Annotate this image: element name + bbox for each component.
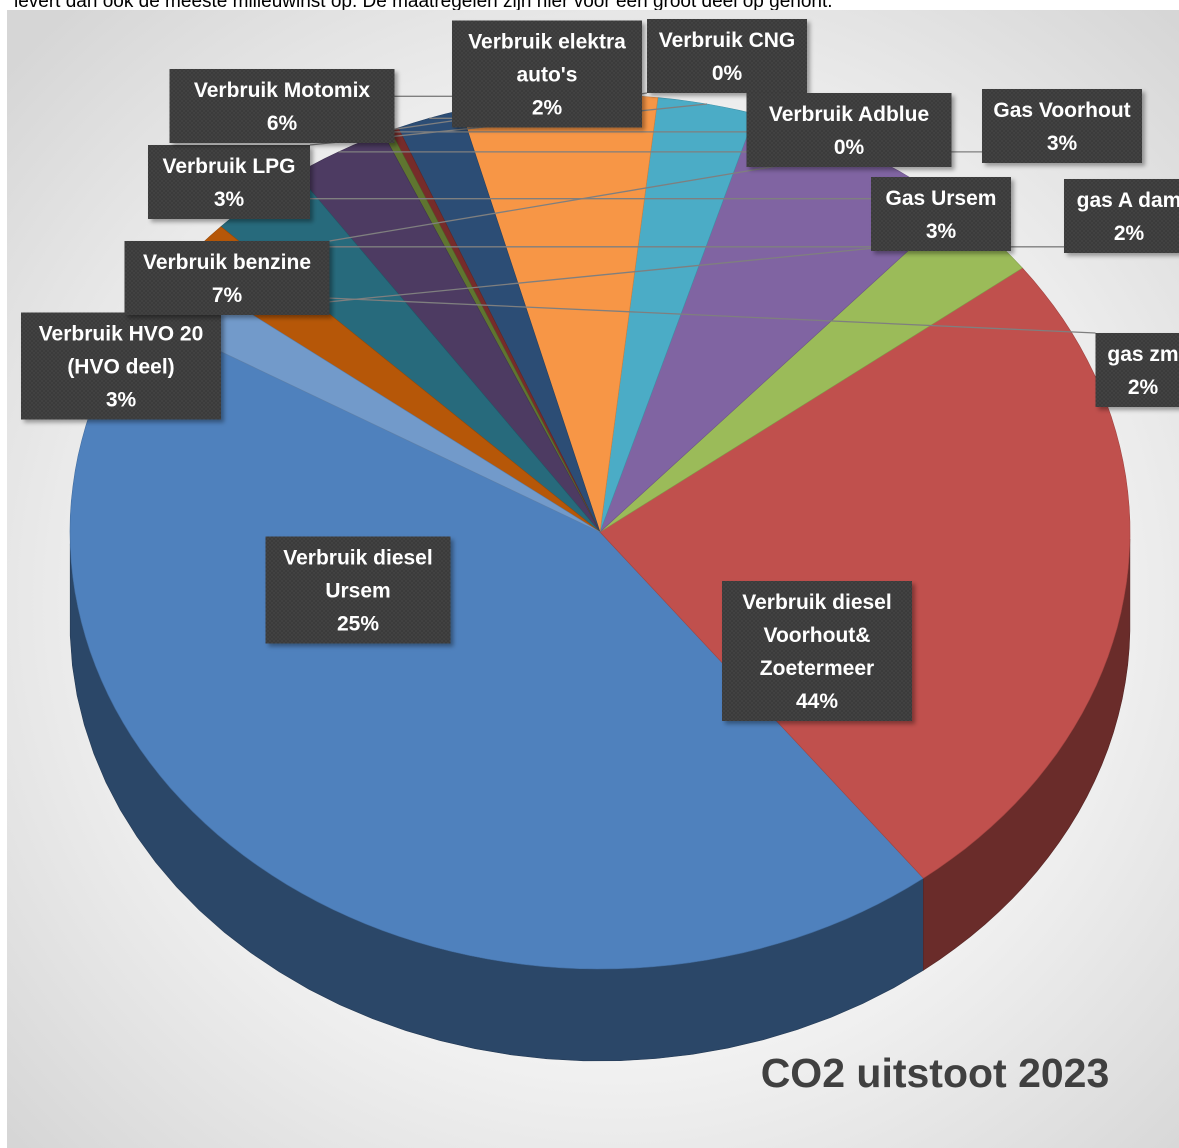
data-label-3: Verbruik benzine 7% — [124, 241, 330, 315]
data-label-box-1 — [265, 536, 451, 644]
data-label-2: Verbruik HVO 20 (HVO deel) 3% — [21, 312, 221, 420]
pie-chart: Verbruik dieselVoorhout&Zoetermeer44%Ver… — [7, 10, 1179, 1148]
data-label-text-12: gas zm — [1107, 343, 1178, 366]
data-label-percent-1: 25% — [337, 613, 379, 636]
data-label-box-10 — [871, 177, 1011, 251]
data-label-box-11 — [1064, 179, 1179, 253]
data-label-percent-10: 3% — [926, 220, 957, 243]
leader-line-2 — [220, 235, 991, 314]
data-label-1: Verbruik diesel Ursem 25% — [265, 536, 451, 644]
data-label-box-9 — [982, 89, 1142, 163]
data-label-9: Gas Voorhout 3% — [982, 89, 1142, 163]
data-label-12: gas zm 2% — [1095, 333, 1179, 407]
data-label-box-8 — [746, 93, 952, 167]
data-label-percent-5: 6% — [267, 112, 298, 135]
data-label-text-2: Verbruik HVO 20 — [39, 323, 204, 346]
data-label-text-11: gas A dam — [1077, 189, 1179, 212]
data-label-7: Verbruik CNG 0% — [647, 19, 807, 93]
data-label-text-7: Verbruik CNG — [659, 29, 796, 52]
data-label-box-7 — [647, 19, 807, 93]
data-label-text-1: Verbruik diesel — [283, 547, 432, 570]
slice-1 — [599, 267, 1131, 879]
data-label-box-2 — [21, 312, 221, 420]
data-label-box-3 — [124, 241, 330, 315]
page-top-text: levert dan ook de meeste milieuwinst op.… — [14, 0, 833, 12]
data-label-percent-3: 7% — [212, 284, 243, 307]
data-label-box-5 — [169, 69, 395, 143]
data-label-text-5: Verbruik Motomix — [194, 79, 371, 102]
data-label-percent-0: 44% — [796, 690, 838, 713]
data-label-text-4: Verbruik LPG — [162, 155, 295, 178]
data-label-percent-12: 2% — [1128, 376, 1159, 399]
data-label-text-3: Verbruik benzine — [143, 251, 311, 274]
data-label-6: Verbruik elektra auto's 2% — [452, 20, 642, 128]
data-label-box-6 — [452, 20, 642, 128]
data-label-8: Verbruik Adblue 0% — [746, 93, 952, 167]
data-label-4: Verbruik LPG 3% — [148, 145, 310, 219]
data-label-text-0: Verbruik diesel — [742, 591, 891, 614]
data-label-text-10: Gas Ursem — [886, 187, 997, 210]
slice-0 — [69, 313, 924, 970]
data-label-box-4 — [148, 145, 310, 219]
data-label-text-0: Zoetermeer — [760, 657, 874, 680]
data-label-percent-11: 2% — [1114, 222, 1145, 245]
chart-title: CO2 uitstoot 2023 — [761, 1050, 1110, 1096]
data-label-text-6: Verbruik elektra — [468, 31, 626, 54]
data-label-percent-2: 3% — [106, 389, 137, 412]
data-label-11: gas A dam 2% — [1064, 179, 1179, 253]
data-label-text-8: Verbruik Adblue — [769, 103, 929, 126]
data-label-text-0: Voorhout& — [764, 624, 871, 647]
data-label-text-9: Gas Voorhout — [993, 99, 1130, 122]
data-labels: Verbruik dieselVoorhout&Zoetermeer44%Ver… — [21, 19, 1179, 721]
data-label-text-1: Ursem — [325, 580, 390, 603]
data-label-percent-7: 0% — [712, 62, 743, 85]
data-label-percent-9: 3% — [1047, 132, 1078, 155]
data-label-text-2: (HVO deel) — [67, 356, 174, 379]
data-label-percent-4: 3% — [214, 188, 245, 211]
data-label-text-6: auto's — [516, 64, 577, 87]
data-label-10: Gas Ursem 3% — [871, 177, 1011, 251]
data-label-percent-6: 2% — [532, 97, 563, 120]
chart-panel: Verbruik diesel Voorhout& Zoetermeer 44% Ver… — [7, 10, 1179, 1148]
data-label-box-0 — [722, 581, 912, 721]
data-label-5: Verbruik Motomix 6% — [169, 69, 395, 143]
data-label-0: Verbruik diesel Voorhout&Zoetermeer 44% — [722, 581, 912, 721]
data-label-box-12 — [1095, 333, 1179, 407]
data-label-percent-8: 0% — [834, 136, 865, 159]
